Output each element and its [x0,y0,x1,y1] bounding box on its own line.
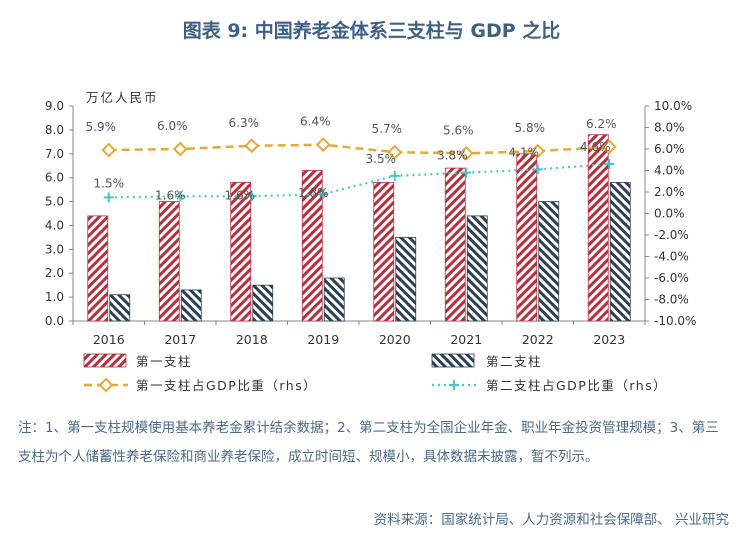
y-tick-label: 3.0 [45,242,64,256]
point-pillar2 [389,170,400,181]
x-tick-label: 2017 [164,332,196,347]
x-tick-label: 2020 [379,332,411,347]
y2-tick-label: -2.0% [654,228,689,242]
legend-label-pillar1-gdp: 第一支柱占GDP比重（rhs） [136,378,317,393]
y-tick-label: 4.0 [45,218,64,232]
point-pillar1 [530,143,546,159]
x-tick-label: 2019 [307,332,339,347]
x-tick-label: 2022 [522,332,554,347]
y2-tick-label: 0.0% [654,207,685,221]
data-label-pillar2: 4.6% [580,140,611,154]
y-tick-label: 9.0 [45,99,64,113]
y2-tick-label: 4.0% [654,164,685,178]
y2-tick-label: 2.0% [654,185,685,199]
point-pillar2 [103,192,114,203]
legend-swatch-pillar2 [431,353,475,368]
data-label-pillar1: 6.0% [157,119,188,133]
legend-label-pillar2-gdp: 第二支柱占GDP比重（rhs） [486,378,667,393]
data-label-pillar2: 3.8% [437,149,468,163]
bar-pillar2 [323,277,345,322]
legend-marker-pillar1 [98,377,114,393]
data-label-pillar2: 1.6% [225,188,256,202]
y2-tick-label: -10.0% [654,314,696,328]
x-tick-label: 2023 [593,332,625,347]
point-pillar2 [175,191,186,202]
chart-title: 图表 9: 中国养老金体系三支柱与 GDP 之比 [182,20,561,42]
legend-swatch-pillar1 [83,353,127,368]
point-pillar2 [461,167,472,178]
data-label-pillar2: 1.6% [155,188,186,202]
data-label-pillar1: 5.8% [515,121,546,135]
point-pillar2 [318,189,329,200]
line-pillar1-gdp [108,143,610,155]
y2-tick-label: 8.0% [654,121,685,135]
x-tick-label: 2021 [450,332,482,347]
bar-pillar1 [587,134,609,322]
bar-pillar1 [516,153,538,322]
bar-pillar1 [87,215,109,322]
point-pillar2 [532,164,543,175]
data-label-pillar1: 5.6% [443,123,474,137]
y2-tick-label: 6.0% [654,142,685,156]
data-label-pillar1: 5.7% [372,122,403,136]
point-pillar1 [387,144,403,160]
data-label-pillar2: 1.8% [298,186,329,200]
y-tick-label: 6.0 [45,171,64,185]
bar-pillar2 [395,236,417,322]
y2-tick-label: -4.0% [654,250,689,264]
point-pillar1 [601,139,617,155]
data-label-pillar2: 4.1% [509,145,540,159]
bar-pillar1 [230,182,252,322]
y2-tick-label: -6.0% [654,271,689,285]
data-label-pillar1: 5.9% [86,120,117,134]
y-tick-label: 1.0 [45,290,64,304]
x-tick-label: 2016 [93,332,125,347]
data-label-pillar2: 3.5% [366,152,397,166]
point-pillar1 [172,141,188,157]
pension-chart: 0.0 1.0 2.0 3.0 4.0 5.0 6.0 7.0 8.0 9.0 -10.0% -8.0… [45,90,697,393]
source-text: 资料来源：国家统计局、人力资源和社会保障部、 兴业研究 [373,512,729,528]
bar-pillar2 [109,294,131,322]
bar-pillar2 [538,201,560,322]
bar-pillar1 [158,201,180,322]
y-tick-label: 7.0 [45,147,64,161]
point-pillar1 [244,138,260,154]
y-tick-label: 2.0 [45,266,64,280]
bar-pillar2 [609,182,631,322]
y2-tick-label: -8.0% [654,293,689,307]
y-tick-label: 0.0 [45,314,64,328]
point-pillar1 [315,137,331,153]
y2-tick-label: 10.0% [654,99,692,113]
bar-pillar1 [444,167,466,322]
point-pillar1 [458,145,474,161]
data-label-pillar1: 6.2% [586,117,617,131]
point-pillar2 [246,191,257,202]
y-tick-label: 8.0 [45,123,64,137]
bar-pillar2 [252,284,274,322]
legend-label-pillar1: 第一支柱 [136,354,192,369]
bar-pillar1 [301,170,323,322]
bar-pillar2 [180,289,202,322]
data-label-pillar2: 1.5% [94,176,125,190]
data-label-pillar1: 6.4% [300,115,331,129]
y-axis-label: 万亿人民币 [86,90,159,105]
footnote: 注：1、第一支柱规模使用基本养老金累计结余数据；2、第二支柱为全国企业年金、职业… [18,420,719,465]
legend-label-pillar2: 第二支柱 [486,354,542,369]
bar-pillar2 [466,215,488,322]
x-tick-label: 2018 [236,332,268,347]
legend-marker-pillar2 [449,380,459,390]
data-label-pillar1: 6.3% [229,116,260,130]
bar-pillar1 [373,182,395,322]
point-pillar1 [101,142,117,158]
y-tick-label: 5.0 [45,195,64,209]
point-pillar2 [604,159,615,170]
